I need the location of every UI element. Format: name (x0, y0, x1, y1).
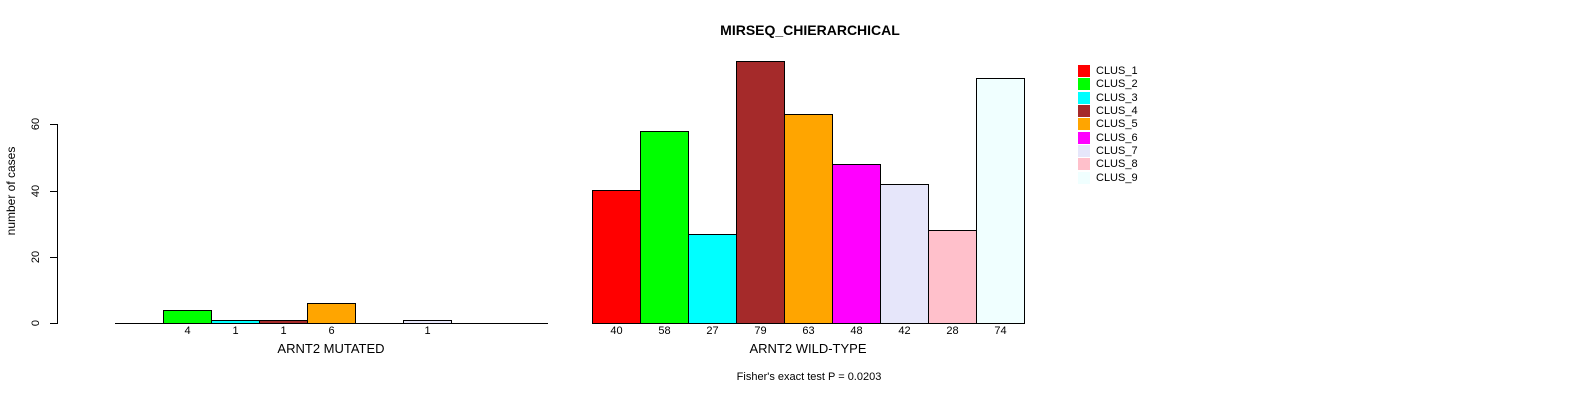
bar-value-label: 1 (280, 325, 287, 337)
x-axis-group-label-2: ARNT2 WILD-TYPE (749, 341, 867, 356)
y-tick-mark (50, 257, 57, 258)
y-tick-mark (50, 191, 57, 192)
bar-clus_3-group2 (688, 234, 737, 324)
bar-clus_1-group2 (592, 190, 641, 324)
legend-label: CLUS_3 (1096, 91, 1138, 104)
bar-clus_4-group1 (259, 320, 308, 324)
bar-value-label: 63 (802, 325, 815, 337)
legend-swatch-icon (1078, 77, 1090, 90)
bar-clus_2-group2 (640, 131, 689, 324)
legend-swatch-icon (1078, 64, 1090, 77)
bar-clus_5-group2 (784, 114, 833, 324)
y-tick-label: 20 (30, 250, 42, 264)
bar-clus_8-group2 (928, 230, 977, 324)
legend-item-clus_3: CLUS_3 (1078, 91, 1138, 104)
legend-swatch-icon (1078, 104, 1090, 117)
legend-label: CLUS_5 (1096, 117, 1138, 130)
y-tick-label: 60 (30, 117, 42, 131)
bar-value-label: 27 (706, 325, 719, 337)
y-tick-label: 40 (30, 184, 42, 198)
legend-swatch-icon (1078, 157, 1090, 170)
legend-item-clus_9: CLUS_9 (1078, 171, 1138, 184)
legend-item-clus_4: CLUS_4 (1078, 104, 1138, 117)
legend-swatch-icon (1078, 91, 1090, 104)
legend-item-clus_5: CLUS_5 (1078, 117, 1138, 130)
bar-value-label: 28 (946, 325, 959, 337)
y-axis-title: number of cases (4, 146, 18, 236)
fisher-test-note: Fisher's exact test P = 0.0203 (736, 371, 882, 383)
legend-label: CLUS_9 (1096, 171, 1138, 184)
legend-label: CLUS_1 (1096, 64, 1138, 77)
chart-title: MIRSEQ_CHIERARCHICAL (720, 22, 900, 38)
legend-label: CLUS_2 (1096, 77, 1138, 90)
legend-label: CLUS_7 (1096, 144, 1138, 157)
y-tick-mark (50, 323, 57, 324)
bar-clus_7-group2 (880, 184, 929, 324)
legend-item-clus_1: CLUS_1 (1078, 64, 1138, 77)
bar-clus_5-group1 (307, 303, 356, 324)
bar-value-label: 1 (424, 325, 431, 337)
bar-value-label: 79 (754, 325, 767, 337)
legend-label: CLUS_6 (1096, 131, 1138, 144)
legend-item-clus_6: CLUS_6 (1078, 131, 1138, 144)
bar-value-label: 40 (610, 325, 623, 337)
bar-clus_4-group2 (736, 61, 785, 324)
legend-swatch-icon (1078, 117, 1090, 130)
y-tick-mark (50, 124, 57, 125)
bar-clus_6-group2 (832, 164, 881, 324)
bar-clus_2-group1 (163, 310, 212, 324)
legend-swatch-icon (1078, 131, 1090, 144)
y-tick-label: 0 (30, 319, 42, 327)
legend-label: CLUS_8 (1096, 157, 1138, 170)
legend-item-clus_7: CLUS_7 (1078, 144, 1138, 157)
bar-value-label: 58 (658, 325, 671, 337)
bar-value-label: 4 (184, 325, 191, 337)
bar-clus_7-group1 (403, 320, 452, 324)
legend-item-clus_8: CLUS_8 (1078, 157, 1138, 170)
bar-clus_9-group2 (976, 78, 1025, 324)
bar-value-label: 42 (898, 325, 911, 337)
y-axis-line (57, 124, 58, 324)
x-axis-group-label-1: ARNT2 MUTATED (277, 341, 385, 356)
legend-item-clus_2: CLUS_2 (1078, 77, 1138, 90)
legend-label: CLUS_4 (1096, 104, 1138, 117)
bar-clus_3-group1 (211, 320, 260, 324)
legend-swatch-icon (1078, 171, 1090, 184)
bar-value-label: 48 (850, 325, 863, 337)
bar-value-label: 74 (994, 325, 1007, 337)
bar-value-label: 6 (328, 325, 335, 337)
bar-value-label: 1 (232, 325, 239, 337)
legend-swatch-icon (1078, 144, 1090, 157)
